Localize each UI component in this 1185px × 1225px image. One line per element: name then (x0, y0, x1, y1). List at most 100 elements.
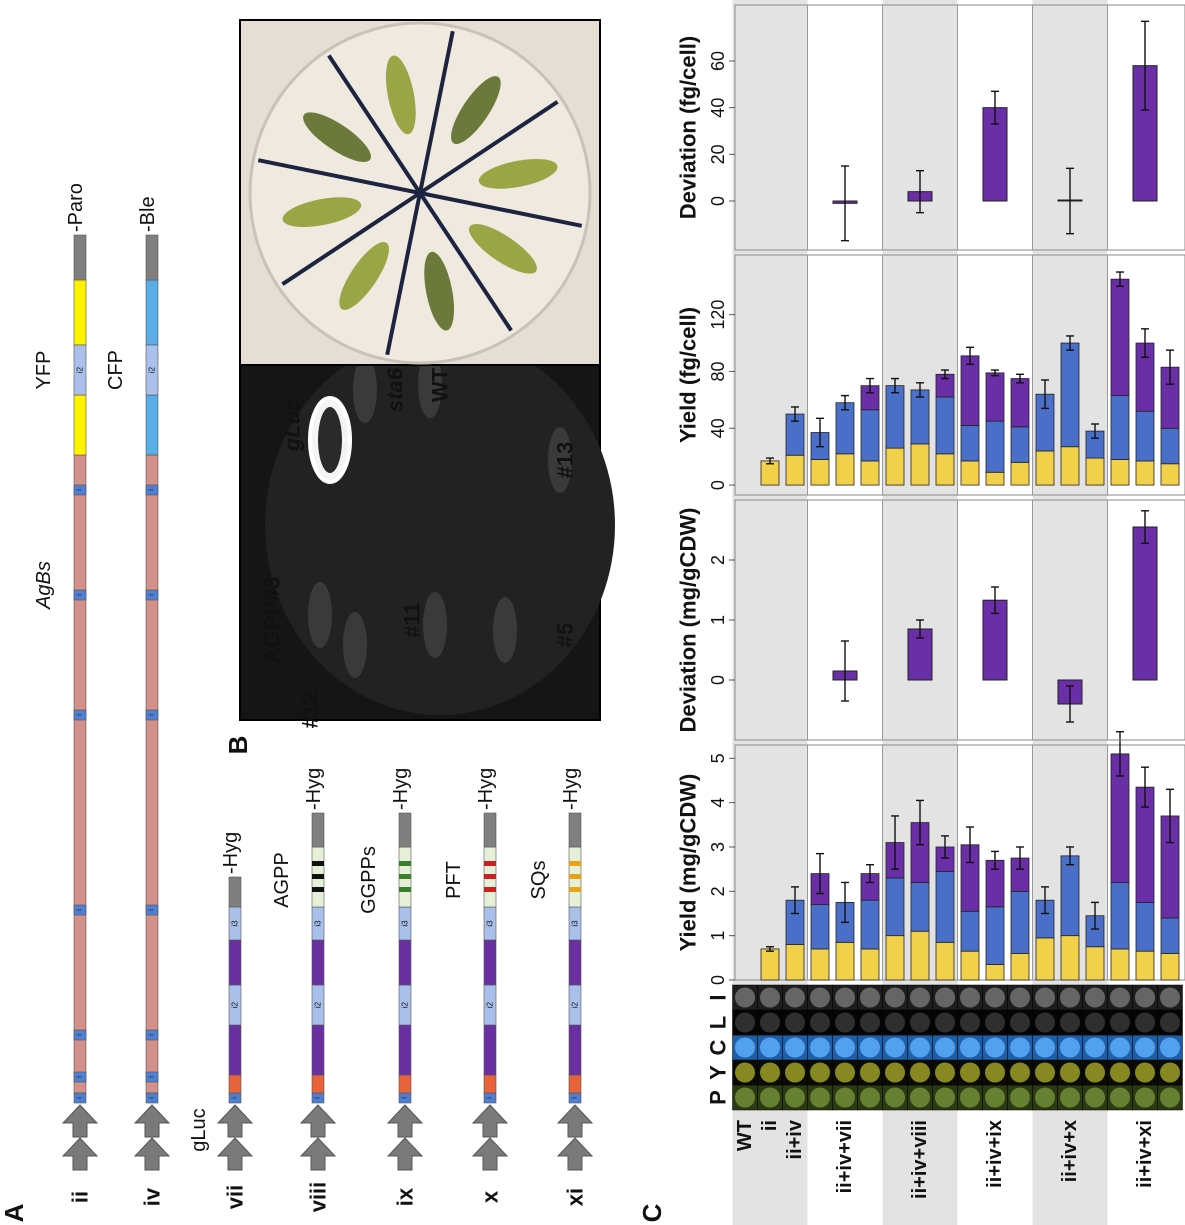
colony (810, 1013, 830, 1033)
promoter-arrow (473, 1138, 507, 1170)
bar-segment (961, 356, 979, 426)
gene-stripe (399, 887, 411, 892)
colony (885, 1013, 905, 1033)
bar-segment (1061, 343, 1079, 447)
colony (1110, 1088, 1130, 1108)
colony (785, 1088, 805, 1108)
promoter-arrow (63, 1105, 97, 1137)
tile-column-label: I (706, 994, 731, 1000)
colony (760, 988, 780, 1008)
intron-label: i2 (148, 366, 157, 373)
colony (935, 1063, 955, 1083)
construct-name: viii (306, 1182, 331, 1213)
bar (1133, 527, 1157, 680)
image-label: WT (428, 367, 453, 402)
colony (810, 1088, 830, 1108)
chart-title: Deviation (fg/cell) (676, 36, 701, 219)
colony (1010, 1063, 1030, 1083)
colony (1160, 1063, 1180, 1083)
chart-title: Yield (fg/cell) (676, 307, 701, 443)
construct-segment (312, 1075, 324, 1093)
bar-segment (1011, 891, 1029, 953)
bar-segment (786, 455, 804, 485)
image-label: #11 (400, 602, 425, 638)
colony (985, 1088, 1005, 1108)
bar-segment (861, 410, 879, 461)
bar-segment (1111, 882, 1129, 949)
colony (960, 1063, 980, 1083)
construct-name: x (478, 1190, 503, 1203)
intron-label: i2 (76, 366, 85, 373)
construct-segment (484, 1025, 496, 1075)
gene-stripe (312, 887, 324, 892)
colony (910, 1088, 930, 1108)
colony (1060, 1038, 1080, 1058)
colony (1035, 1038, 1055, 1058)
colony (1035, 988, 1055, 1008)
gene-stripe (569, 874, 581, 879)
bar-segment (986, 421, 1004, 472)
strain-label: WT (734, 1120, 756, 1151)
bar-segment (861, 461, 879, 485)
y-tick-label: 60 (708, 51, 728, 71)
streak (353, 357, 377, 423)
intron-label: i3 (486, 920, 495, 927)
colony (960, 1013, 980, 1033)
bar-segment (1061, 936, 1079, 980)
strain-label: ii+iv+xi (1134, 1120, 1156, 1188)
y-tick-label: 0 (708, 975, 728, 985)
construct-label: SQs (528, 861, 550, 900)
chart-title: Deviation (mg/gCDW) (676, 508, 701, 733)
bar-segment (961, 911, 979, 951)
colony (1160, 1038, 1180, 1058)
y-tick-label: 0 (708, 675, 728, 685)
y-tick-label: 1 (708, 615, 728, 625)
strain-label: ii+iv+viii (909, 1120, 931, 1199)
colony (1135, 1013, 1155, 1033)
bar-segment (961, 951, 979, 980)
y-tick-label: 0 (708, 196, 728, 206)
panel-label: A (0, 1203, 29, 1222)
intron-label: i2 (401, 1001, 410, 1008)
panel-label: C (637, 1203, 667, 1222)
colony (735, 1038, 755, 1058)
marker-label: -Hyg (303, 768, 325, 810)
tile-column-label: L (706, 1016, 731, 1029)
construct-segment (146, 395, 158, 455)
bar-segment (1161, 953, 1179, 980)
streak (343, 612, 367, 678)
colony (1035, 1088, 1055, 1108)
colony (785, 988, 805, 1008)
figure: ABCiiiiiiiiii2-ParoAgBsYFPiviiiiiiii2-Bl… (0, 0, 1185, 1225)
gene-stripe (399, 861, 411, 866)
colony (810, 1038, 830, 1058)
image-label: #12 (298, 692, 323, 729)
colony (760, 1088, 780, 1108)
colony (785, 1063, 805, 1083)
y-tick-label: 1 (708, 931, 728, 941)
bar-segment (911, 882, 929, 931)
bar-segment (1011, 379, 1029, 427)
construct-label: PFT (443, 861, 465, 899)
colony (1060, 1013, 1080, 1033)
colony (735, 1088, 755, 1108)
colony (1135, 1063, 1155, 1083)
construct-segment (484, 940, 496, 985)
bar-segment (986, 907, 1004, 965)
strain-label: ii+iv+ix (984, 1120, 1006, 1188)
colony (835, 988, 855, 1008)
bar-segment (886, 386, 904, 448)
construct-name: xi (563, 1188, 588, 1206)
bar-segment (1111, 396, 1129, 460)
bar-segment (1111, 949, 1129, 980)
colony (810, 1063, 830, 1083)
image-label: AGPP#3 (260, 577, 285, 664)
promoter-arrow (135, 1138, 169, 1170)
colony (1135, 1038, 1155, 1058)
streak (493, 597, 517, 663)
gene-stripe (312, 874, 324, 879)
colony (785, 1013, 805, 1033)
construct-segment (569, 940, 581, 985)
construct-segment (74, 455, 86, 1093)
colony (1060, 1063, 1080, 1083)
